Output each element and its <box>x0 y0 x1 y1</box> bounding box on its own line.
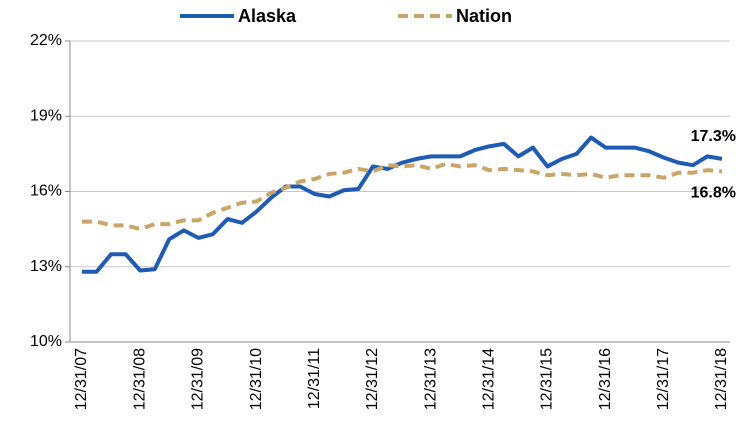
x-tick-label: 12/31/11 <box>306 348 323 409</box>
x-tick-label: 12/31/18 <box>713 348 730 410</box>
x-tick-label: 12/31/13 <box>422 348 439 410</box>
legend-label: Nation <box>456 6 512 26</box>
y-tick-label: 16% <box>30 183 62 200</box>
y-tick-label: 10% <box>30 333 62 350</box>
x-tick-label: 12/31/12 <box>364 348 381 410</box>
x-tick-label: 12/31/09 <box>190 348 207 410</box>
y-tick-label: 19% <box>30 107 62 124</box>
x-tick-label: 12/31/14 <box>480 348 497 410</box>
value-label: 17.3% <box>691 128 736 145</box>
x-tick-label: 12/31/17 <box>655 348 672 410</box>
x-tick-label: 12/31/15 <box>539 348 556 410</box>
series-line <box>82 161 723 232</box>
x-tick-label: 12/31/10 <box>248 348 265 410</box>
series-line <box>82 135 723 274</box>
legend-label: Alaska <box>238 6 297 26</box>
x-tick-label: 12/31/16 <box>597 348 614 410</box>
y-tick-label: 22% <box>30 32 62 49</box>
x-tick-label: 12/31/08 <box>131 348 148 410</box>
x-tick-label: 12/31/07 <box>73 348 90 410</box>
y-tick-label: 13% <box>30 258 62 275</box>
value-label: 16.8% <box>691 185 736 202</box>
